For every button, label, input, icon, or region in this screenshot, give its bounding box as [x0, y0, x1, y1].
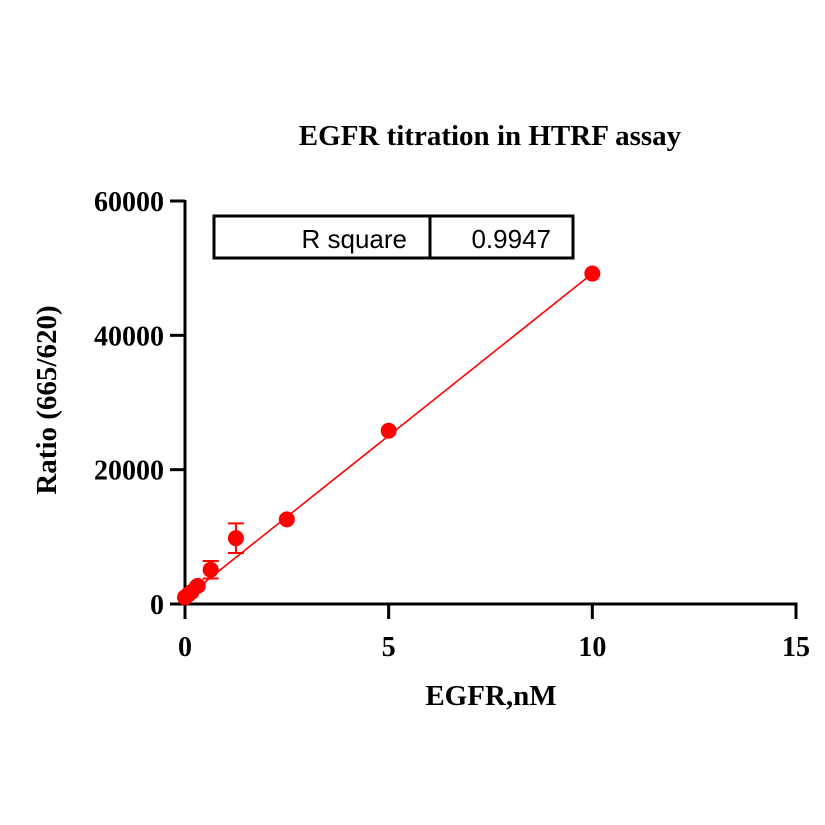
- data-point: [189, 577, 206, 594]
- data-point: [278, 511, 295, 528]
- chart-title: EGFR titration in HTRF assay: [299, 120, 682, 152]
- data-point: [380, 422, 397, 439]
- x-tick-label: 5: [382, 632, 396, 663]
- data-marks: [177, 265, 601, 606]
- r-square-label: R square: [302, 224, 408, 254]
- r-square-box: R square 0.9947: [212, 214, 575, 260]
- r-square-box-frame: [212, 214, 575, 260]
- y-tick-label: 0: [150, 590, 164, 621]
- data-point: [227, 530, 244, 547]
- x-tick-label: 10: [578, 632, 606, 663]
- x-tick-label: 15: [782, 632, 810, 663]
- data-point: [202, 561, 219, 578]
- y-tick-label: 60000: [94, 187, 164, 218]
- y-tick-label: 40000: [94, 321, 164, 352]
- x-axis-label: EGFR,nM: [425, 680, 556, 712]
- r-square-value: 0.9947: [471, 224, 551, 254]
- y-axis-label: Ratio (665/620): [31, 305, 63, 494]
- data-point: [584, 265, 601, 282]
- x-tick-label: 0: [178, 632, 192, 663]
- axes: 0 20000 40000 60000 0 5 10 15: [94, 187, 810, 663]
- y-tick-label: 20000: [94, 456, 164, 487]
